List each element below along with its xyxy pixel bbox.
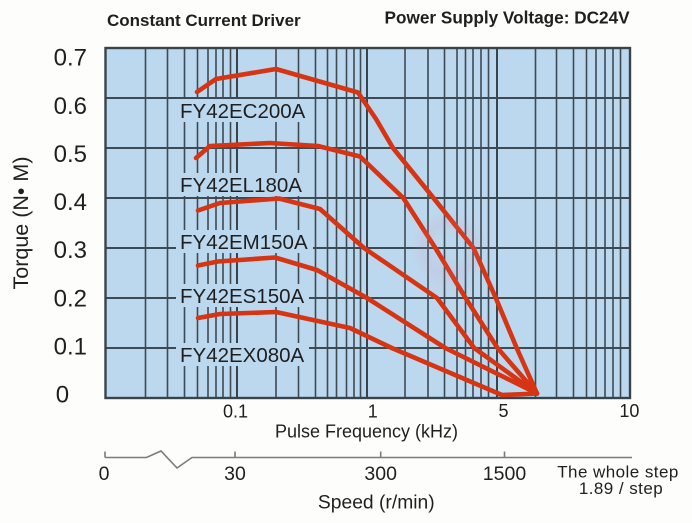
svg-text:FY42EX080A: FY42EX080A: [180, 344, 305, 367]
svg-text:0.5: 0.5: [54, 141, 87, 168]
svg-text:5: 5: [498, 401, 508, 421]
svg-text:1.89 / step: 1.89 / step: [579, 479, 663, 498]
svg-text:Speed (r/min): Speed (r/min): [318, 493, 435, 514]
svg-text:0.7: 0.7: [54, 45, 87, 72]
svg-text:1: 1: [368, 401, 378, 421]
svg-text:0.2: 0.2: [54, 285, 87, 312]
svg-text:1500: 1500: [483, 463, 527, 485]
svg-text:30: 30: [224, 463, 246, 485]
svg-text:FY42EC200A: FY42EC200A: [180, 100, 306, 123]
svg-text:FY42EM150A: FY42EM150A: [180, 231, 308, 254]
svg-text:FY42ES150A: FY42ES150A: [180, 285, 305, 308]
svg-text:0.1: 0.1: [54, 334, 87, 361]
svg-text:Constant Current Driver: Constant Current Driver: [107, 11, 301, 30]
svg-text:300: 300: [364, 463, 397, 485]
svg-text:Power Supply Voltage: DC24V: Power Supply Voltage: DC24V: [385, 7, 631, 27]
svg-text:0: 0: [99, 463, 110, 485]
svg-text:10: 10: [619, 401, 639, 421]
svg-text:Torque (N• M): Torque (N• M): [9, 157, 33, 290]
svg-text:FY42EL180A: FY42EL180A: [180, 174, 302, 197]
svg-text:The whole step: The whole step: [557, 462, 679, 481]
svg-text:0.3: 0.3: [54, 237, 87, 264]
svg-text:Pulse Frequency (kHz): Pulse Frequency (kHz): [275, 422, 458, 442]
svg-text:0.6: 0.6: [54, 93, 87, 120]
svg-text:0.4: 0.4: [54, 189, 87, 216]
svg-text:0: 0: [56, 382, 69, 409]
svg-text:0.1: 0.1: [223, 401, 248, 421]
